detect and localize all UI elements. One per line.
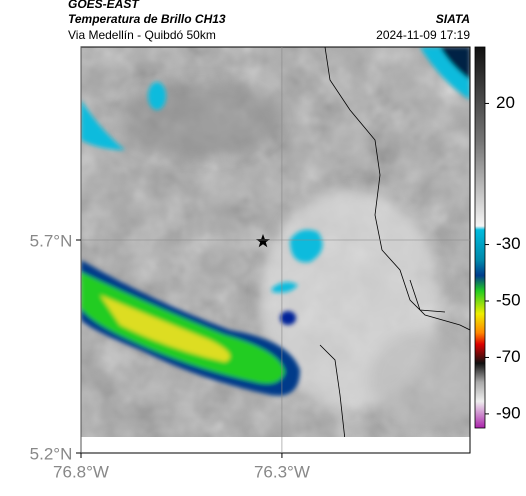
title: Temperatura de Brillo CH13 bbox=[68, 12, 226, 26]
location-marker bbox=[256, 234, 270, 248]
agency-label: SIATA bbox=[436, 12, 470, 26]
colorbar bbox=[474, 46, 486, 429]
colorbar-tick-label: -50 bbox=[496, 290, 521, 309]
satellite-image bbox=[81, 47, 470, 437]
source-label: GOES-EAST bbox=[68, 0, 140, 11]
colorbar-tick-label: -70 bbox=[496, 347, 521, 366]
x-tick-label: 76.8°W bbox=[53, 462, 109, 481]
colorbar-tick-label: -30 bbox=[496, 234, 521, 253]
y-tick-label: 5.7°N bbox=[30, 231, 73, 250]
colorbar-tick-label: -90 bbox=[496, 403, 521, 422]
datetime: 2024-11-09 17:19 bbox=[376, 28, 470, 42]
x-tick-label: 76.3°W bbox=[254, 462, 310, 481]
subtitle: Via Medellín - Quibdó 50km bbox=[68, 28, 216, 42]
colorbar-tick-label: 20 bbox=[496, 93, 515, 112]
y-tick-label: 5.2°N bbox=[30, 444, 73, 463]
